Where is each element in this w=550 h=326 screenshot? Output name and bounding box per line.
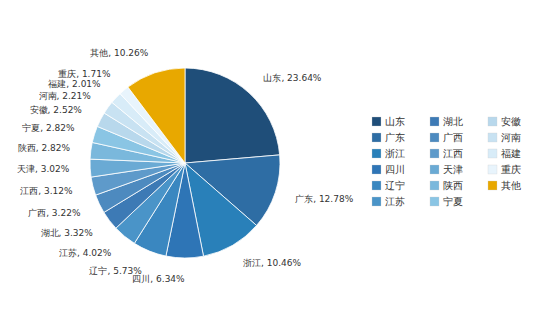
legend-item: 广东 <box>372 132 405 143</box>
legend-label: 江西 <box>443 148 463 159</box>
legend-swatch <box>372 149 381 158</box>
legend-item: 江西 <box>430 148 463 159</box>
legend-item: 福建 <box>488 148 521 159</box>
legend-swatch <box>430 197 439 206</box>
legend-label: 浙江 <box>385 148 405 159</box>
legend-item: 辽宁 <box>372 180 405 191</box>
data-label: 广东, 12.78% <box>295 194 353 204</box>
data-label: 宁夏, 2.82% <box>22 123 75 133</box>
legend-label: 江苏 <box>385 196 405 207</box>
chart: 山东, 23.64%广东, 12.78%浙江, 10.46%四川, 6.34%辽… <box>0 0 550 326</box>
data-label: 天津, 3.02% <box>17 164 70 174</box>
legend-swatch <box>488 133 497 142</box>
pie-slice <box>128 68 185 163</box>
legend-label: 陕西 <box>443 180 463 191</box>
legend-label: 河南 <box>501 132 521 143</box>
data-label: 山东, 23.64% <box>263 73 321 83</box>
legend-swatch <box>488 165 497 174</box>
data-label: 其他, 10.26% <box>90 48 148 58</box>
legend-swatch <box>488 117 497 126</box>
legend-swatch <box>372 197 381 206</box>
data-label: 河南, 2.21% <box>39 91 92 101</box>
legend-label: 安徽 <box>501 116 521 127</box>
legend-label: 重庆 <box>501 164 521 175</box>
pie <box>90 68 280 258</box>
legend-label: 湖北 <box>443 116 463 127</box>
data-label: 陕西, 2.82% <box>18 143 71 153</box>
legend-item: 宁夏 <box>430 196 463 207</box>
legend-item: 湖北 <box>430 116 463 127</box>
legend-swatch <box>430 133 439 142</box>
legend-item: 天津 <box>430 164 463 175</box>
legend-swatch <box>488 149 497 158</box>
data-label: 浙江, 10.46% <box>243 258 301 268</box>
legend-swatch <box>372 165 381 174</box>
legend-item: 广西 <box>430 132 463 143</box>
legend-item: 安徽 <box>488 116 521 127</box>
data-labels: 山东, 23.64%广东, 12.78%浙江, 10.46%四川, 6.34%辽… <box>17 48 354 284</box>
legend-swatch <box>372 133 381 142</box>
legend-swatch <box>430 117 439 126</box>
data-label: 辽宁, 5.73% <box>89 266 142 276</box>
data-label: 福建, 2.01% <box>48 79 101 89</box>
legend-swatch <box>372 117 381 126</box>
legend-swatch <box>372 181 381 190</box>
legend-swatch <box>430 181 439 190</box>
data-label: 江西, 3.12% <box>20 186 73 196</box>
legend-label: 广西 <box>443 132 463 143</box>
legend-label: 辽宁 <box>385 180 405 191</box>
data-label: 广西, 3.22% <box>28 208 81 218</box>
legend-swatch <box>430 165 439 174</box>
legend-label: 广东 <box>385 132 405 143</box>
legend-item: 四川 <box>372 164 405 175</box>
legend-item: 陕西 <box>430 180 463 191</box>
legend-label: 四川 <box>385 164 405 175</box>
data-label: 江苏, 4.02% <box>59 248 112 258</box>
legend-label: 天津 <box>443 164 463 175</box>
legend-item: 浙江 <box>372 148 405 159</box>
legend-label: 宁夏 <box>443 196 463 207</box>
data-label: 湖北, 3.32% <box>41 228 94 238</box>
legend-item: 河南 <box>488 132 521 143</box>
legend-swatch <box>430 149 439 158</box>
legend-item: 其他 <box>488 180 521 191</box>
legend-item: 江苏 <box>372 196 405 207</box>
legend-item: 重庆 <box>488 164 521 175</box>
legend-swatch <box>488 181 497 190</box>
legend-label: 山东 <box>385 116 405 127</box>
legend: 山东广东浙江四川辽宁江苏 湖北广西江西天津陕西宁夏 安徽河南福建重庆其他 <box>372 116 521 207</box>
data-label: 重庆, 1.71% <box>58 69 111 79</box>
legend-item: 山东 <box>372 116 405 127</box>
data-label: 安徽, 2.52% <box>30 105 83 115</box>
legend-label: 福建 <box>501 148 521 159</box>
legend-label: 其他 <box>501 180 521 191</box>
